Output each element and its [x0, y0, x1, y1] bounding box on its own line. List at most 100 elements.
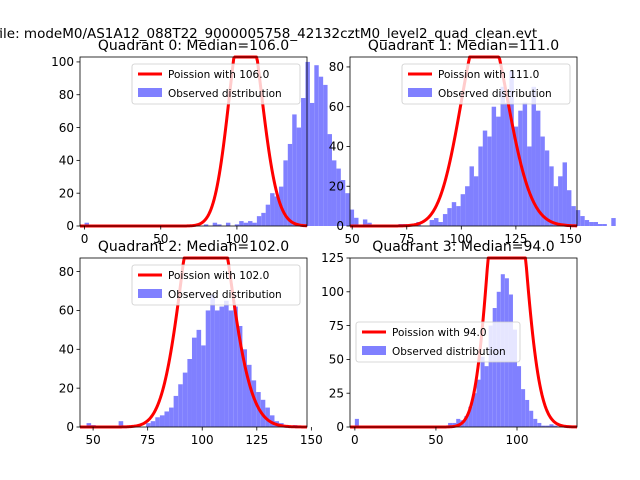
histogram-bar — [287, 143, 293, 226]
histogram-bar — [187, 359, 192, 427]
legend-label-fit: Poission with 111.0 — [438, 69, 539, 81]
histogram-bar — [533, 418, 538, 427]
histogram-bar — [309, 102, 315, 226]
histogram-bar — [237, 325, 243, 427]
histogram-bar — [496, 116, 501, 226]
x-tick-label: 125 — [245, 433, 268, 447]
histogram-bar — [545, 425, 550, 427]
histogram-bar — [593, 222, 598, 226]
histogram-bar — [476, 379, 481, 427]
histogram-bar — [86, 423, 92, 427]
histogram-bar — [252, 222, 257, 226]
histogram-bar — [169, 407, 174, 427]
histogram-bar — [243, 222, 249, 226]
histogram-bar — [448, 422, 453, 427]
legend-bar-swatch — [408, 88, 432, 97]
y-tick-label: 75 — [329, 319, 344, 333]
histogram-bar — [336, 168, 341, 226]
x-tick-label: 50 — [345, 232, 360, 246]
y-tick-label: 20 — [59, 381, 74, 395]
histogram-bar — [553, 425, 558, 427]
histogram-bar — [270, 193, 275, 226]
histogram-bar — [331, 160, 337, 226]
histogram-bar — [473, 176, 479, 226]
histogram-bar — [224, 300, 229, 427]
histogram-bar — [246, 364, 252, 427]
y-tick-label: 0 — [336, 219, 344, 233]
histogram-bar — [566, 190, 572, 226]
legend-label-observed: Observed distribution — [168, 88, 282, 100]
histogram-bar — [517, 366, 522, 427]
histogram-bar — [525, 399, 530, 427]
legend: Poission with 102.0 Observed distribution — [131, 264, 301, 306]
histogram-bar — [484, 366, 489, 427]
histogram-bar — [464, 416, 469, 427]
legend-label-observed: Observed distribution — [392, 346, 506, 358]
histogram-bar — [482, 130, 488, 226]
histogram-bar — [562, 162, 567, 226]
x-tick-label: 75 — [399, 232, 414, 246]
histogram-bar — [191, 337, 197, 427]
panel-title: Quadrant 2: Median=102.0 — [98, 239, 289, 255]
histogram-bar — [540, 136, 545, 226]
legend-bar-swatch — [138, 289, 162, 298]
histogram-bar — [327, 134, 332, 226]
chart-panel-quadrant-3: 0 50 100 0 25 50 75 100 125 Quadrant 3: Median=94… — [321, 239, 578, 447]
histogram-bar — [182, 372, 188, 427]
panel-title: Quadrant 0: Median=106.0 — [98, 38, 289, 54]
histogram-bar — [460, 194, 466, 226]
histogram-bar — [274, 196, 279, 226]
histogram-bar — [522, 102, 528, 226]
histogram-bar — [549, 166, 554, 226]
y-tick-label: 100 — [51, 55, 74, 69]
histogram-bar — [340, 180, 346, 226]
histogram-bar — [349, 209, 355, 226]
histogram-bar — [531, 86, 536, 226]
histogram-bar — [225, 222, 231, 226]
histogram-bar — [571, 206, 576, 226]
histogram-bar — [478, 146, 483, 226]
histogram-bar — [537, 422, 542, 427]
x-tick-label: 150 — [559, 232, 582, 246]
legend-box — [401, 63, 571, 105]
histogram-bar — [451, 202, 457, 226]
histogram-bar — [487, 136, 492, 226]
histogram-bar — [488, 325, 493, 427]
histogram-bar — [323, 84, 328, 226]
y-tick-label: 60 — [329, 100, 344, 114]
legend-label-fit: Poission with 106.0 — [168, 69, 269, 81]
x-tick-label: 125 — [504, 232, 527, 246]
histogram-bar — [354, 217, 359, 226]
histogram-bar — [173, 395, 179, 427]
histogram-bar — [354, 418, 359, 427]
histogram-bar — [219, 306, 225, 427]
histogram-bar — [558, 176, 563, 226]
y-tick-label: 0 — [66, 420, 74, 434]
histogram-bar — [217, 224, 222, 226]
y-tick-label: 80 — [329, 60, 344, 74]
histogram-bar — [553, 186, 559, 226]
y-tick-label: 80 — [59, 88, 74, 102]
histogram-bar — [296, 127, 302, 226]
panel-title: Quadrant 1: Median=111.0 — [368, 38, 559, 54]
histogram-bar — [233, 306, 238, 427]
histogram-bar — [178, 384, 183, 427]
y-tick-label: 20 — [59, 186, 74, 200]
histogram-bar — [239, 221, 244, 226]
y-tick-label: 0 — [66, 219, 74, 233]
y-tick-label: 40 — [329, 140, 344, 154]
histogram-bar — [265, 204, 271, 226]
legend-label-observed: Observed distribution — [168, 289, 282, 301]
y-tick-label: 125 — [321, 251, 344, 265]
x-tick-label: 50 — [85, 433, 100, 447]
histogram-bar — [314, 65, 319, 226]
legend-label-fit: Poission with 94.0 — [392, 327, 487, 339]
histogram-bar — [210, 294, 215, 427]
histogram-bar — [513, 126, 519, 226]
x-tick-label: 100 — [225, 232, 248, 246]
histogram-bar — [256, 216, 262, 226]
histogram-bar — [434, 218, 439, 226]
histogram-bar — [261, 212, 266, 226]
